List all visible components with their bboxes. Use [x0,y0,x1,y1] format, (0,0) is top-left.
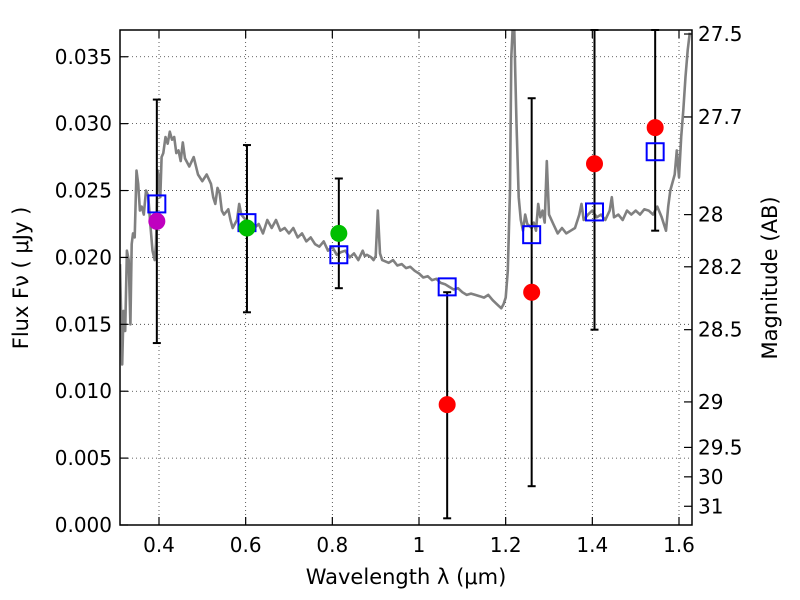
y2-tick-label: 29 [698,390,723,414]
y2-axis-label: Magnitude (AB) [758,196,782,359]
y-tick-label: 0.000 [55,513,112,537]
model-square-marker [585,202,604,222]
x-tick-label: 1.4 [576,533,608,557]
y-axis-ticks: 0.000 0.005 0.010 0.015 0.020 0.025 0.030 0.035 [55,45,128,537]
grid-lines [120,30,692,526]
x-tick-label: 1 [413,533,426,557]
x-tick-label: 0.4 [143,533,175,557]
observed-flux-point [238,219,256,237]
x-axis-label: Wavelength λ (μm) [306,565,507,589]
y2-tick-label: 28.5 [698,318,743,342]
spectrum-layer [120,30,692,366]
model-square-marker [437,277,457,297]
square-layer [147,142,665,297]
x-tick-label: 1.2 [490,533,522,557]
y2-tick-label: 30 [698,465,723,489]
y2-axis-ticks: 27.5 27.7 28 28.2 28.5 29 29.5 30 31 [684,22,743,518]
y-tick-label: 0.035 [55,45,112,69]
plot-frame [119,29,693,526]
y2-tick-label: 27.7 [698,105,743,129]
observed-flux-point [646,119,664,137]
model-square-marker [522,225,542,245]
spectrum-line [120,30,692,366]
y2-tick-label: 28 [698,203,723,227]
y2-tick-label: 27.5 [698,22,743,46]
y-tick-label: 0.010 [55,379,112,403]
observed-flux-point [148,212,166,230]
y-axis-label: Flux Fν ( μJy ) [9,207,33,350]
x-tick-label: 0.6 [230,533,262,557]
y-tick-label: 0.025 [55,179,112,203]
y2-tick-label: 28.2 [698,255,743,279]
y2-tick-label: 31 [698,494,723,518]
y-tick-label: 0.020 [55,245,112,269]
observed-flux-point [586,155,603,173]
x-tick-label: 0.8 [316,533,348,557]
model-square-marker [329,245,349,265]
observed-flux-point [523,283,541,301]
observed-flux-point [438,396,456,414]
x-tick-label: 1.6 [663,533,695,557]
axes-frame-layer [119,29,693,526]
y2-tick-label: 29.5 [698,435,743,459]
model-square-marker [645,142,665,162]
x-axis-ticks: 0.4 0.6 0.8 1 1.2 1.4 1.6 [143,30,695,557]
observed-flux-point [330,224,348,242]
errorbar-layer [152,29,660,520]
y-tick-label: 0.005 [55,446,112,470]
y-tick-label: 0.030 [55,112,112,136]
y-tick-label: 0.015 [55,312,112,336]
circle-layer [148,119,664,414]
model-square-marker [147,194,167,214]
